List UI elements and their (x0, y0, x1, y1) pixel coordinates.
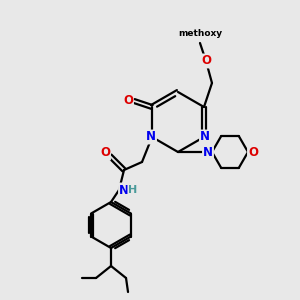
Text: O: O (100, 146, 110, 160)
Text: N: N (200, 130, 210, 143)
Text: O: O (248, 146, 258, 158)
Text: N: N (203, 146, 213, 158)
Text: O: O (123, 94, 133, 106)
Text: methoxy: methoxy (178, 28, 222, 38)
Text: N: N (119, 184, 129, 196)
Text: O: O (201, 55, 211, 68)
Text: N: N (146, 130, 156, 143)
Text: H: H (128, 185, 138, 195)
